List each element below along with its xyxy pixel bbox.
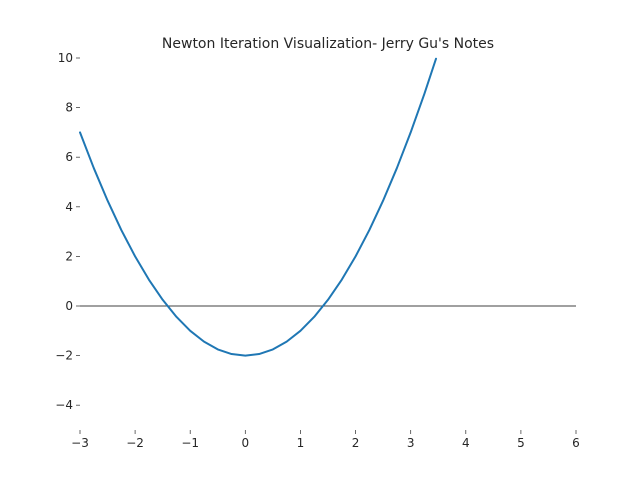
plot-area xyxy=(80,59,576,356)
y-tick-label: 2 xyxy=(65,249,73,263)
x-tick-label: −2 xyxy=(126,436,144,450)
y-tick-label: 6 xyxy=(65,150,73,164)
y-tick-label: −4 xyxy=(55,398,73,412)
x-tick-label: −3 xyxy=(71,436,89,450)
x-axis: −3 −2 −1 0 1 2 3 4 5 6 xyxy=(71,430,580,450)
x-tick-label: 5 xyxy=(517,436,525,450)
x-tick-label: −1 xyxy=(181,436,199,450)
y-tick-label: −2 xyxy=(55,349,73,363)
x-tick-label: 6 xyxy=(572,436,580,450)
chart-title: Newton Iteration Visualization- Jerry Gu… xyxy=(162,36,494,52)
y-tick-label: 4 xyxy=(65,200,73,214)
y-tick-label: 8 xyxy=(65,101,73,115)
y-axis: −4 −2 0 2 4 6 8 10 xyxy=(55,51,80,412)
x-tick-label: 0 xyxy=(242,436,250,450)
y-tick-label: 0 xyxy=(65,299,73,313)
x-tick-label: 3 xyxy=(407,436,415,450)
x-tick-label: 4 xyxy=(462,436,470,450)
x-tick-label: 2 xyxy=(352,436,360,450)
y-tick-label: 10 xyxy=(58,51,73,65)
series-line-f xyxy=(80,59,436,356)
x-tick-label: 1 xyxy=(297,436,305,450)
